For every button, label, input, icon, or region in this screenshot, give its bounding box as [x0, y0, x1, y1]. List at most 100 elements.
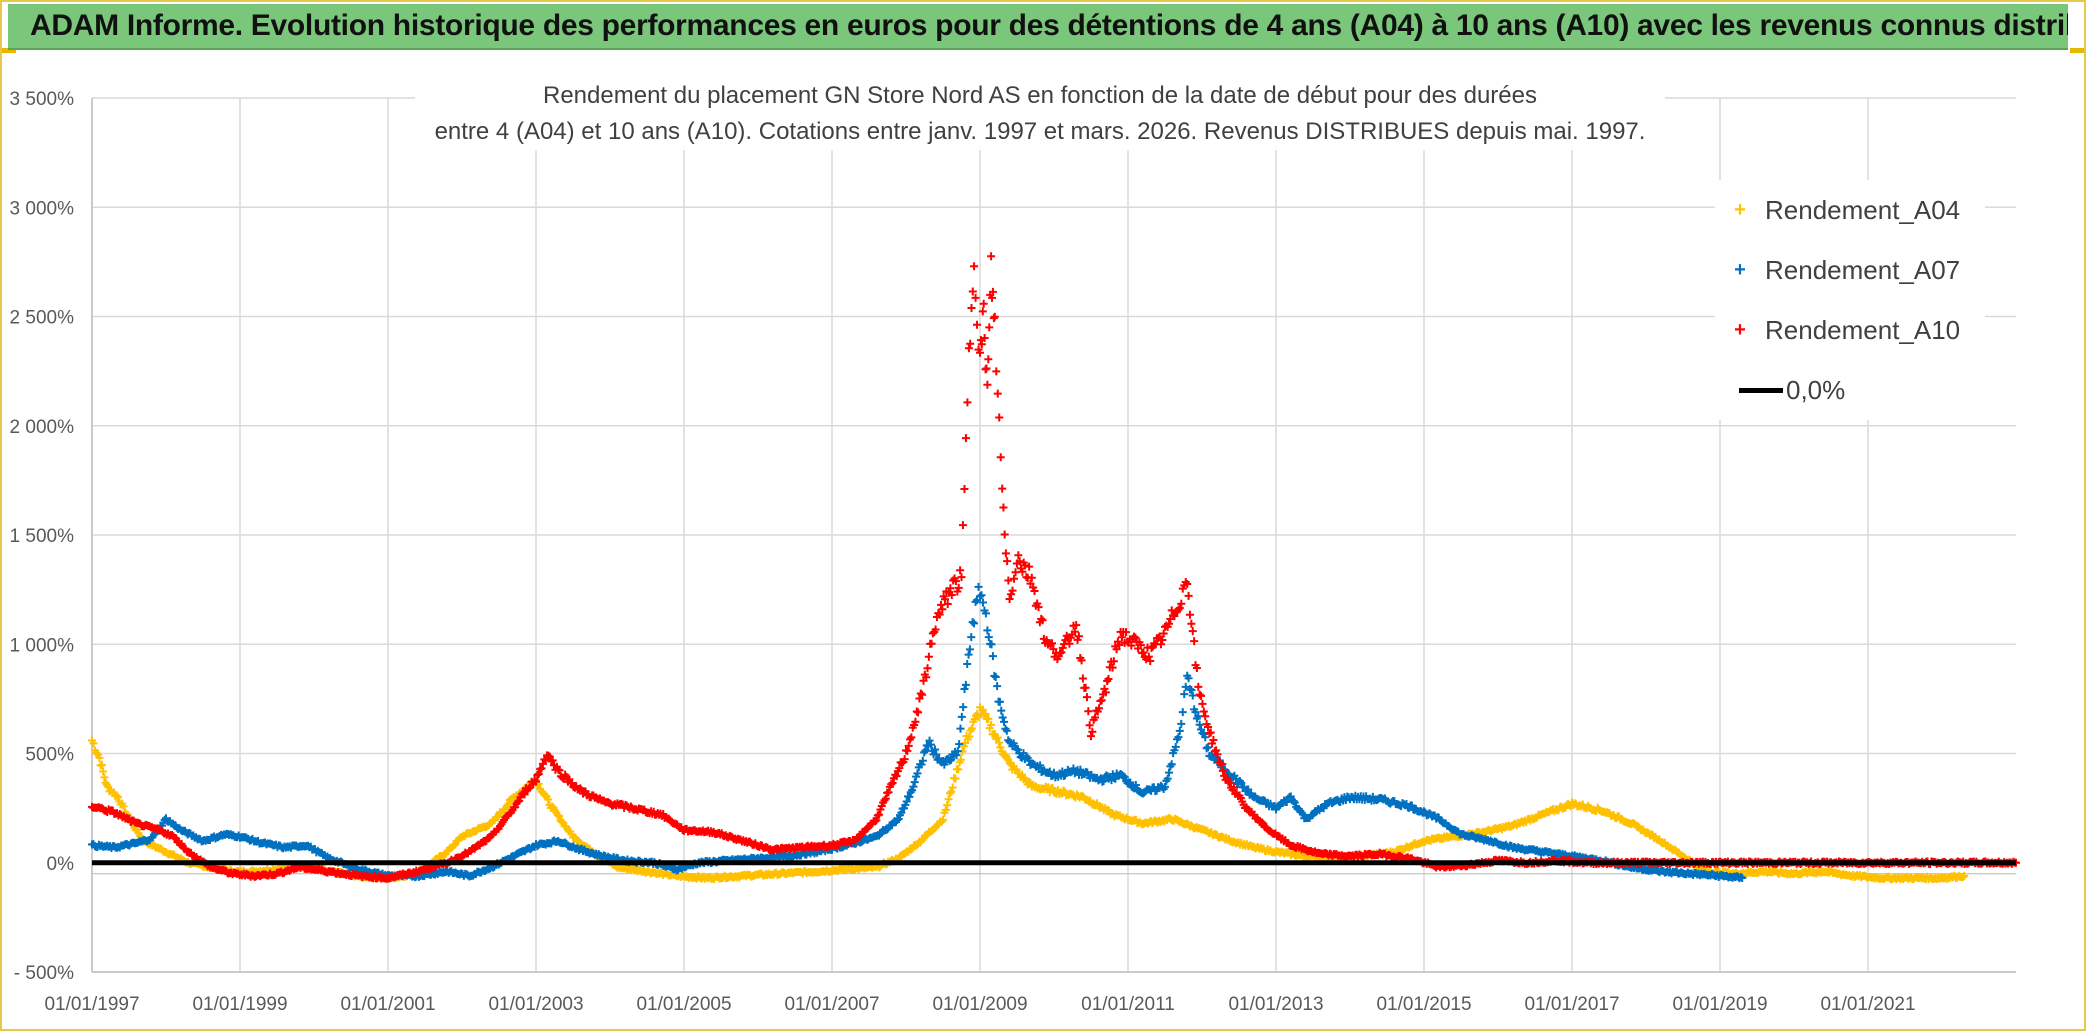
data-point	[1165, 768, 1174, 777]
data-point	[1206, 728, 1215, 737]
data-point	[1159, 629, 1168, 638]
data-point	[968, 618, 977, 627]
data-point	[1960, 871, 1969, 880]
data-point	[925, 736, 934, 745]
data-point	[922, 673, 931, 682]
data-point	[1958, 873, 1967, 882]
data-point	[520, 790, 529, 799]
data-point	[1144, 652, 1153, 661]
data-point	[976, 592, 984, 601]
data-point	[1167, 606, 1176, 615]
data-point	[1204, 722, 1213, 731]
data-point	[1091, 713, 1100, 722]
data-point	[960, 485, 969, 494]
plus-marker-icon: +	[1734, 318, 1746, 341]
data-point	[951, 774, 960, 783]
data-point	[1002, 726, 1011, 735]
data-point	[1099, 776, 1108, 785]
data-point	[987, 252, 996, 261]
data-point	[954, 583, 963, 592]
data-point	[959, 703, 968, 712]
legend-item-a04: + Rendement_A04	[1715, 190, 1960, 230]
data-point	[981, 609, 990, 618]
data-point	[1195, 690, 1204, 699]
corner-accent-left	[2, 48, 16, 53]
data-point	[1213, 750, 1222, 759]
data-point	[1174, 605, 1183, 614]
data-point	[981, 709, 990, 718]
data-point	[892, 772, 901, 781]
data-point	[995, 738, 1004, 747]
data-point	[957, 712, 966, 721]
data-point	[1231, 774, 1240, 783]
data-point	[113, 793, 122, 802]
data-point	[938, 605, 947, 614]
data-point	[1001, 549, 1010, 558]
data-point	[89, 739, 98, 748]
legend-item-zero: 0,0%	[1715, 370, 1845, 410]
data-point	[875, 810, 884, 819]
data-point	[1108, 663, 1117, 672]
data-point	[1065, 639, 1074, 648]
data-point	[1192, 664, 1201, 673]
data-point	[872, 816, 881, 825]
data-point	[1736, 872, 1745, 881]
chart-title-line-1: Rendement du placement GN Store Nord AS …	[543, 82, 1537, 109]
data-point	[1119, 772, 1128, 781]
data-point	[1212, 746, 1221, 755]
data-point	[983, 380, 992, 389]
data-point	[1085, 721, 1094, 730]
data-point	[927, 639, 936, 648]
data-point	[916, 689, 925, 698]
data-point	[882, 825, 891, 834]
data-point	[1217, 760, 1226, 769]
y-tick-label: 2 500%	[10, 308, 75, 329]
data-point	[1187, 685, 1196, 694]
data-point	[1175, 604, 1184, 613]
data-point	[1225, 778, 1234, 787]
y-tick-label: 1 500%	[10, 526, 75, 547]
data-point	[902, 797, 911, 806]
data-point	[1078, 674, 1087, 683]
data-point	[943, 801, 952, 810]
data-point	[1014, 551, 1023, 560]
data-point	[1222, 773, 1231, 782]
data-point	[987, 720, 996, 729]
data-point	[544, 795, 553, 804]
data-point	[1109, 657, 1118, 666]
data-point	[1010, 574, 1019, 583]
data-point	[1171, 742, 1180, 751]
data-point	[502, 801, 511, 810]
data-point	[970, 262, 979, 271]
chart-title-line-2: entre 4 (A04) et 10 ans (A10). Cotations…	[434, 118, 1646, 145]
data-point	[515, 796, 524, 805]
data-point	[1198, 699, 1207, 708]
data-point	[923, 664, 932, 673]
data-point	[1286, 792, 1295, 801]
data-point	[1082, 693, 1091, 702]
data-point	[884, 788, 893, 797]
data-point	[1201, 712, 1210, 721]
data-point	[965, 645, 974, 654]
data-point	[999, 503, 1008, 512]
data-point	[904, 741, 913, 750]
data-point	[537, 764, 546, 773]
x-tick-label: 01/01/2005	[636, 994, 731, 1015]
data-point	[1003, 557, 1012, 566]
data-point	[993, 389, 1002, 398]
data-point	[953, 747, 962, 756]
data-point	[935, 610, 944, 619]
data-point	[983, 626, 992, 635]
chart-title: Rendement du placement GN Store Nord AS …	[415, 78, 1665, 150]
data-point	[1209, 735, 1218, 744]
data-point	[1167, 760, 1176, 769]
data-point	[987, 640, 996, 649]
chart-legend: + Rendement_A04 + Rendement_A07 + Rendem…	[1715, 180, 1985, 420]
data-point	[1045, 767, 1054, 776]
data-point	[1117, 633, 1126, 642]
data-point	[900, 755, 909, 764]
data-point	[1185, 610, 1194, 619]
data-point	[948, 783, 957, 792]
data-point	[947, 787, 956, 796]
legend-item-a10: + Rendement_A10	[1715, 310, 1960, 350]
